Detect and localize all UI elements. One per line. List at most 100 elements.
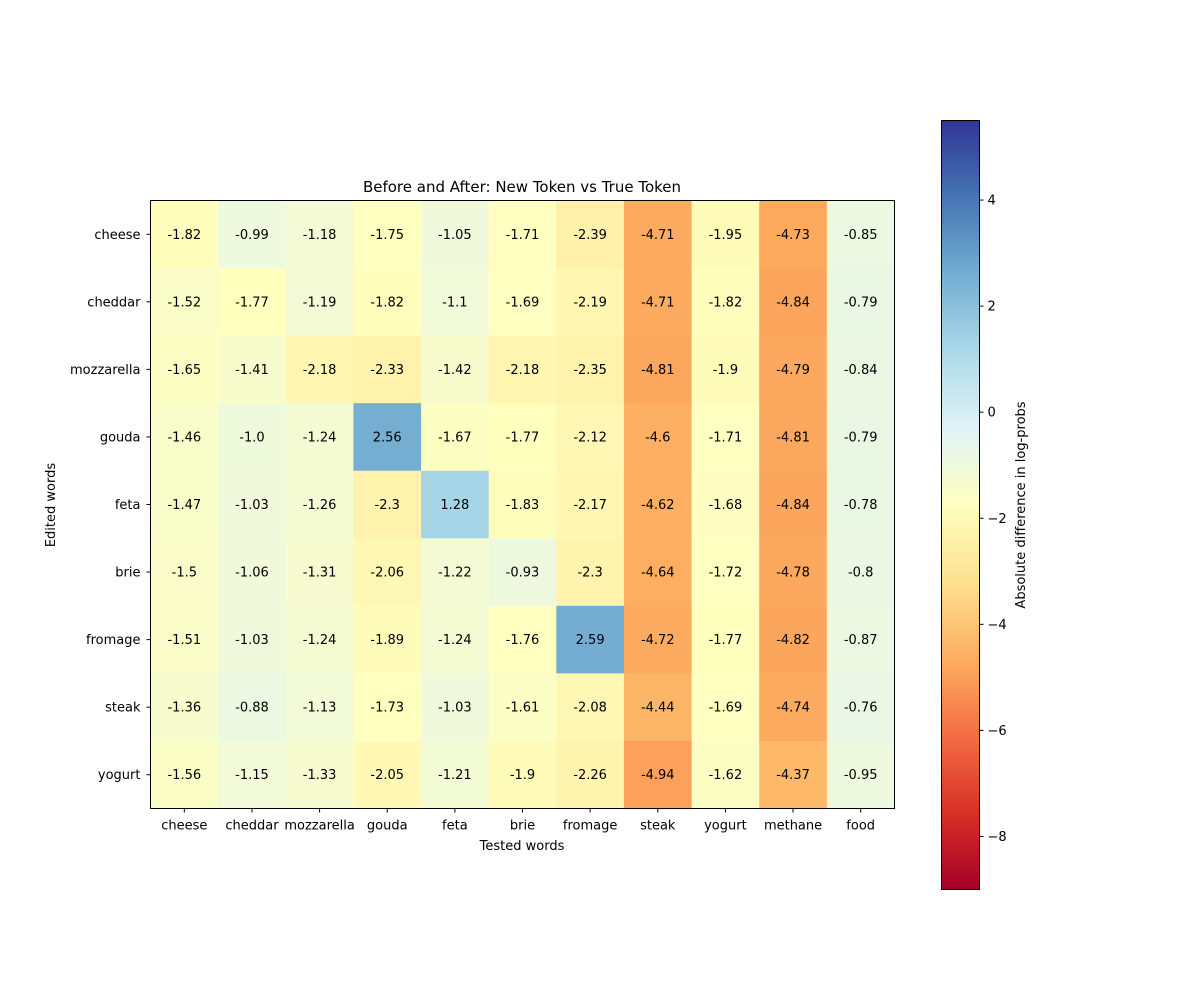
heatmap-cell — [353, 605, 422, 674]
heatmap-cell — [353, 403, 422, 472]
heatmap-cell — [285, 673, 355, 742]
heatmap-cell — [556, 605, 625, 674]
cell-value-label: -1.24 — [438, 633, 472, 648]
heatmap-cell — [218, 403, 287, 472]
heatmap-cell — [218, 268, 287, 337]
cell-value-label: -4.73 — [776, 228, 810, 243]
cell-value-label: -0.8 — [848, 566, 873, 581]
heatmap-cell — [353, 470, 422, 539]
heatmap-cell — [353, 268, 422, 337]
cell-value-label: -4.72 — [641, 633, 675, 648]
cell-value-label: -1.72 — [709, 566, 743, 581]
y-tick-label: brie — [115, 566, 140, 581]
heatmap-cell — [691, 335, 760, 404]
heatmap-cell — [421, 268, 490, 337]
cell-value-label: -1.76 — [506, 633, 540, 648]
heatmap-cell — [826, 673, 896, 742]
heatmap-cell — [488, 538, 557, 607]
cell-value-label: -2.08 — [573, 701, 607, 716]
heatmap-cell — [556, 538, 625, 607]
heatmap-cell — [421, 605, 490, 674]
cell-value-label: -1.73 — [370, 701, 404, 716]
cell-value-label: 1.28 — [440, 498, 469, 513]
y-axis-label: Edited words — [44, 463, 59, 548]
x-tick-label: cheddar — [225, 819, 279, 834]
heatmap-cell — [826, 335, 896, 404]
heatmap-cell — [488, 200, 557, 269]
heatmap-cell — [759, 740, 828, 810]
cell-value-label: -4.71 — [641, 228, 675, 243]
colorbar-tick-label: −4 — [988, 618, 1007, 633]
colorbar-tick-label: 4 — [988, 194, 996, 209]
cell-value-label: -1.31 — [303, 566, 337, 581]
cell-value-label: -1.65 — [167, 363, 201, 378]
cell-value-label: -2.39 — [573, 228, 607, 243]
heatmap-cell — [285, 605, 355, 674]
heatmap-cell — [556, 200, 625, 269]
colorbar-tick-label: −8 — [988, 830, 1007, 845]
cell-value-label: -1.75 — [370, 228, 404, 243]
heatmap-cell — [488, 673, 557, 742]
x-tick-label: steak — [640, 819, 676, 834]
heatmap-cell — [488, 740, 557, 810]
heatmap-cell — [759, 335, 828, 404]
cell-value-label: -2.33 — [370, 363, 404, 378]
heatmap-cell — [150, 673, 219, 742]
heatmap-cell — [691, 740, 760, 810]
heatmap-cell — [759, 605, 828, 674]
cell-value-label: 2.56 — [373, 430, 402, 445]
heatmap-cell — [623, 470, 693, 539]
colorbar-tick-label: −2 — [988, 512, 1007, 527]
heatmap-cell — [556, 470, 625, 539]
x-tick-label: cheese — [161, 819, 207, 834]
heatmap-cell — [285, 268, 355, 337]
cell-value-label: -1.22 — [438, 566, 472, 581]
cell-value-label: -0.88 — [235, 701, 269, 716]
heatmap-cell — [353, 335, 422, 404]
cell-value-label: -1.19 — [303, 295, 337, 310]
cell-value-label: -1.62 — [709, 768, 743, 783]
y-tick-label: feta — [115, 498, 141, 513]
heatmap-cell — [218, 335, 287, 404]
cell-value-label: -2.3 — [577, 566, 602, 581]
heatmap-cell — [150, 538, 219, 607]
heatmap-cell — [488, 605, 557, 674]
cell-value-label: -1.82 — [167, 228, 201, 243]
x-tick-label: gouda — [367, 819, 408, 834]
heatmap-cell — [623, 605, 693, 674]
cell-value-label: -1.33 — [303, 768, 337, 783]
cell-value-label: -2.18 — [303, 363, 337, 378]
cell-value-label: -2.17 — [573, 498, 607, 513]
heatmap-cell — [353, 538, 422, 607]
heatmap-cell — [488, 403, 557, 472]
cell-value-label: -4.81 — [776, 430, 810, 445]
cell-value-label: -4.81 — [641, 363, 675, 378]
heatmap-cell — [759, 673, 828, 742]
cell-value-label: -1.82 — [370, 295, 404, 310]
cell-value-label: -2.35 — [573, 363, 607, 378]
cell-value-label: 2.59 — [576, 633, 605, 648]
colorbar — [941, 120, 980, 890]
cell-value-label: -1.24 — [303, 633, 337, 648]
cell-value-label: -1.9 — [713, 363, 738, 378]
heatmap-cell — [285, 538, 355, 607]
x-tick-label: methane — [764, 819, 822, 834]
cell-value-label: -1.83 — [506, 498, 540, 513]
cell-value-label: -1.77 — [506, 430, 540, 445]
cell-value-label: -1.71 — [709, 430, 743, 445]
heatmap-cell — [691, 200, 760, 269]
cell-value-label: -1.1 — [442, 295, 467, 310]
cell-value-label: -0.87 — [844, 633, 878, 648]
cell-value-label: -1.95 — [709, 228, 743, 243]
heatmap-cell — [556, 740, 625, 810]
heatmap-cell — [421, 470, 490, 539]
heatmap-cell — [421, 335, 490, 404]
cell-value-label: -0.76 — [844, 701, 878, 716]
cell-value-label: -1.05 — [438, 228, 472, 243]
x-axis-ticks: cheese cheddar mozzarella gouda feta brie from… — [161, 808, 875, 834]
cell-value-label: -1.06 — [235, 566, 269, 581]
x-tick-label: brie — [510, 819, 535, 834]
heatmap-cell — [353, 673, 422, 742]
heatmap-cell — [150, 403, 219, 472]
